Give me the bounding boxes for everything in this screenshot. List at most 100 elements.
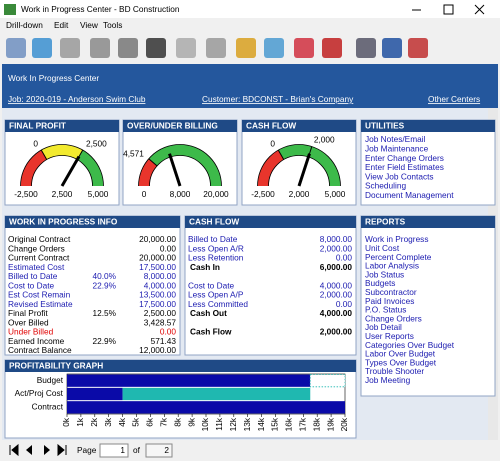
report-link[interactable]: User Reports — [365, 331, 414, 341]
nav-of: of — [133, 445, 141, 455]
cashflow-value: 2,000.00 — [320, 290, 353, 300]
gauge-marker-label: 0 — [270, 139, 275, 149]
category-label: Act/Proj Cost — [15, 388, 64, 398]
report-link[interactable]: Job Detail — [365, 322, 402, 332]
report-link[interactable]: Unit Cost — [365, 243, 400, 253]
nav-first[interactable] — [9, 443, 19, 457]
nav-total: 2 — [164, 445, 169, 455]
x-tick-label: 2k — [89, 417, 99, 427]
report-link[interactable]: Types Over Budget — [365, 357, 437, 367]
toolbar-button[interactable] — [176, 38, 196, 58]
header-link[interactable]: Customer: BDCONST - Brian's Company — [202, 94, 354, 104]
wip-label: Under Billed — [8, 327, 54, 337]
utility-link[interactable]: Document Management — [365, 190, 454, 200]
nav-prev[interactable] — [26, 445, 32, 455]
gauge-value-label: 2,500 — [52, 189, 73, 199]
report-link[interactable]: Job Status — [365, 269, 404, 279]
utility-link[interactable]: Job Notes/Email — [365, 134, 426, 144]
gauge-min-label: -2,500 — [251, 189, 275, 199]
report-link[interactable]: Labor Over Budget — [365, 349, 436, 359]
wip-value: 17,500.00 — [139, 299, 176, 309]
report-link[interactable]: Work in Progress — [365, 234, 428, 244]
toolbar-button[interactable] — [118, 38, 138, 58]
panel-title: WORK IN PROGRESS INFO — [9, 217, 118, 227]
panel — [184, 215, 357, 356]
page-input[interactable] — [99, 443, 129, 458]
gauge-max-label: 5,000 — [88, 189, 109, 199]
toolbar-button[interactable] — [294, 38, 314, 58]
utility-link[interactable]: Scheduling — [365, 181, 406, 191]
cashflow-value: 2,000.00 — [320, 243, 353, 253]
gauge-min-label: 0 — [142, 189, 147, 199]
category-label: Contract — [32, 402, 64, 412]
report-link[interactable]: Trouble Shooter — [365, 366, 424, 376]
x-tick-label: 3k — [103, 417, 113, 427]
report-link[interactable]: P.O. Status — [365, 305, 406, 315]
nav-last[interactable] — [57, 443, 67, 457]
cashflow-value: 2,000.00 — [320, 327, 353, 337]
gauge-value-label: 8,000 — [170, 189, 191, 199]
toolbar-button[interactable] — [322, 38, 342, 58]
app-icon — [4, 4, 16, 15]
gauge-value-label: 2,000 — [289, 189, 310, 199]
bar — [67, 374, 311, 387]
x-tick-label: 19k — [325, 417, 335, 431]
menu-item[interactable]: Tools — [103, 20, 122, 30]
menu-item[interactable]: View — [80, 20, 99, 30]
utility-link[interactable]: View Job Contacts — [365, 171, 434, 181]
nav-page: Page — [77, 445, 97, 455]
toolbar-button[interactable] — [382, 38, 402, 58]
gauge-band — [41, 144, 83, 160]
header-link[interactable]: Job: 2020-019 - Anderson Swim Club — [8, 94, 146, 104]
toolbar-button[interactable] — [206, 38, 226, 58]
maximize[interactable] — [443, 4, 454, 15]
panel-title: CASH FLOW — [189, 217, 239, 227]
cashflow-value: 6,000.00 — [320, 262, 353, 272]
toolbar-button[interactable] — [60, 38, 80, 58]
menu-item[interactable]: Drill-down — [6, 20, 43, 30]
toolbar-button[interactable] — [6, 38, 26, 58]
x-tick-label: 4k — [117, 417, 127, 427]
report-link[interactable]: Paid Invoices — [365, 296, 414, 306]
wip-label: Estimated Cost — [8, 262, 65, 272]
panel-header — [361, 120, 495, 132]
toolbar-button[interactable] — [264, 38, 284, 58]
toolbar-button[interactable] — [146, 38, 166, 58]
x-tick-label: 14k — [256, 417, 266, 431]
header-link[interactable]: Other Centers — [428, 94, 480, 104]
toolbar-button[interactable] — [32, 38, 52, 58]
panel — [241, 119, 357, 206]
cashflow-value: 8,000.00 — [320, 234, 353, 244]
x-tick-label: 13k — [242, 417, 252, 431]
gauge-max-label: 5,000 — [325, 189, 346, 199]
window-title: Work in Progress Center - BD Constructio… — [21, 4, 180, 14]
toolbar-button[interactable] — [408, 38, 428, 58]
report-link[interactable]: Labor Analysis — [365, 261, 419, 271]
report-link[interactable]: Change Orders — [365, 313, 422, 323]
header-title: Work In Progress Center — [8, 73, 99, 83]
utility-link[interactable]: Enter Change Orders — [365, 153, 444, 163]
utility-link[interactable]: Job Maintenance — [365, 143, 429, 153]
cashflow-label: Less Open A/R — [188, 243, 244, 253]
report-link[interactable]: Job Meeting — [365, 375, 411, 385]
cashflow-label: Cash Out — [190, 308, 227, 318]
report-link[interactable]: Subcontractor — [365, 287, 417, 297]
cashflow-value: 4,000.00 — [320, 280, 353, 290]
gauge-marker-label: 2,500 — [86, 139, 107, 149]
x-tick-label: 8k — [172, 417, 182, 427]
panel-header — [242, 120, 356, 132]
nav-next[interactable] — [44, 445, 50, 455]
toolbar-button[interactable] — [236, 38, 256, 58]
report-link[interactable]: Budgets — [365, 278, 395, 288]
gauge-band — [308, 146, 341, 187]
utility-link[interactable]: Enter Field Estimates — [365, 162, 444, 172]
toolbar-button[interactable] — [356, 38, 376, 58]
menu-item[interactable]: Edit — [54, 20, 69, 30]
report-link[interactable]: Categories Over Budget — [365, 340, 455, 350]
gauge-band — [278, 144, 312, 160]
panel — [4, 215, 181, 356]
toolbar-button[interactable] — [90, 38, 110, 58]
wip-value: 13,500.00 — [139, 290, 176, 300]
close[interactable] — [474, 4, 485, 15]
report-link[interactable]: Percent Complete — [365, 252, 432, 262]
